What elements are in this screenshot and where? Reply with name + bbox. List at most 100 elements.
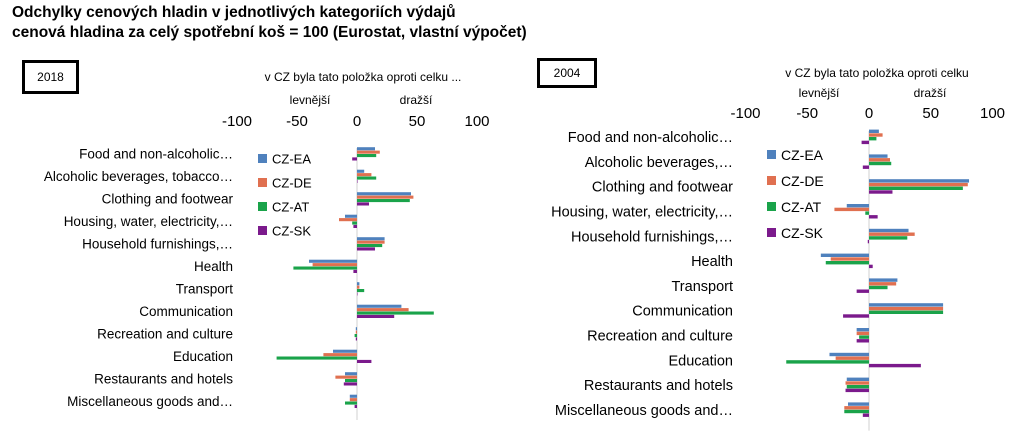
bar-0-7-2 bbox=[357, 311, 434, 315]
bar-0-6-2 bbox=[357, 289, 365, 293]
bar-0-4-0 bbox=[357, 237, 385, 241]
category-label-1-2: Clothing and footwear bbox=[592, 180, 733, 196]
bar-0-5-0 bbox=[309, 259, 357, 263]
bar-0-5-3 bbox=[353, 269, 357, 273]
x-tick-label-0-3: 50 bbox=[409, 113, 426, 130]
bar-0-1-2 bbox=[357, 176, 377, 180]
legend-label-1-0: CZ-EA bbox=[781, 147, 824, 163]
category-label-0-8: Recreation and culture bbox=[97, 327, 233, 342]
bar-1-7-3 bbox=[843, 314, 869, 318]
bar-1-2-1 bbox=[869, 182, 968, 187]
bar-1-4-3 bbox=[867, 239, 869, 244]
legend-swatch-1-3 bbox=[767, 228, 776, 237]
category-label-1-3: Housing, water, electricity,… bbox=[551, 204, 733, 220]
bar-0-10-2 bbox=[345, 379, 357, 383]
bar-1-5-1 bbox=[830, 257, 869, 261]
bar-0-8-3 bbox=[355, 337, 357, 341]
category-label-1-7: Communication bbox=[632, 304, 733, 320]
bar-0-0-3 bbox=[352, 157, 357, 161]
bar-0-8-0 bbox=[355, 327, 357, 331]
bar-1-4-2 bbox=[869, 236, 908, 240]
bar-0-1-1 bbox=[357, 173, 372, 177]
bar-0-7-1 bbox=[357, 308, 409, 312]
bar-1-11-2 bbox=[844, 409, 869, 414]
bar-1-4-0 bbox=[869, 228, 909, 233]
bar-1-6-3 bbox=[856, 289, 869, 293]
legend-swatch-0-3 bbox=[258, 226, 267, 235]
bar-0-2-1 bbox=[357, 195, 414, 199]
bar-0-11-0 bbox=[349, 394, 357, 398]
bar-0-3-2 bbox=[352, 221, 357, 225]
bar-1-3-3 bbox=[869, 215, 878, 219]
bar-1-3-2 bbox=[865, 211, 869, 215]
category-label-0-7: Communication bbox=[139, 304, 233, 319]
bar-0-5-2 bbox=[293, 266, 357, 270]
title-line-2: cenová hladina za celý spotřební koš = 1… bbox=[12, 24, 527, 41]
legend-label-0-1: CZ-DE bbox=[272, 176, 312, 191]
legend-label-1-1: CZ-DE bbox=[781, 173, 824, 189]
left-direction-label-0: levnější bbox=[290, 93, 331, 107]
bar-1-11-3 bbox=[862, 413, 869, 417]
bar-1-6-0 bbox=[869, 278, 898, 282]
chart-subtitle-0: v CZ byla tato položka oproti celku ... bbox=[265, 70, 462, 84]
bar-0-0-2 bbox=[357, 154, 377, 158]
year-label-2004: 2004 bbox=[553, 66, 581, 80]
bar-1-0-1 bbox=[869, 133, 883, 137]
bar-1-11-1 bbox=[844, 406, 869, 410]
category-label-1-4: Household furnishings,… bbox=[571, 229, 733, 245]
bar-0-4-1 bbox=[357, 240, 385, 244]
bar-1-2-3 bbox=[869, 190, 893, 194]
bar-0-9-0 bbox=[333, 349, 357, 353]
bar-0-10-0 bbox=[345, 372, 357, 376]
category-label-1-9: Education bbox=[669, 353, 734, 369]
category-label-0-6: Transport bbox=[176, 282, 234, 297]
bar-1-10-1 bbox=[845, 381, 869, 385]
bar-1-3-1 bbox=[834, 207, 869, 212]
bar-1-6-2 bbox=[869, 285, 888, 290]
bar-0-7-0 bbox=[357, 304, 402, 308]
bar-0-8-1 bbox=[355, 330, 357, 334]
bar-1-11-0 bbox=[848, 402, 869, 406]
category-label-1-11: Miscellaneous goods and… bbox=[555, 403, 733, 419]
legend-label-1-2: CZ-AT bbox=[781, 199, 822, 215]
legend-swatch-1-1 bbox=[767, 176, 776, 185]
bar-1-2-0 bbox=[869, 179, 970, 183]
bar-0-3-0 bbox=[345, 214, 357, 218]
bar-0-3-3 bbox=[353, 224, 357, 228]
category-label-1-6: Transport bbox=[671, 279, 733, 295]
bar-0-11-3 bbox=[354, 404, 357, 408]
bar-0-2-0 bbox=[357, 192, 411, 196]
legend-swatch-0-2 bbox=[258, 202, 267, 211]
category-label-0-9: Education bbox=[173, 349, 233, 364]
left-direction-label-1: levnější bbox=[799, 86, 840, 100]
bar-0-11-1 bbox=[349, 398, 357, 402]
bar-0-11-2 bbox=[345, 401, 357, 405]
bar-1-5-0 bbox=[820, 253, 869, 257]
bar-1-2-2 bbox=[869, 186, 963, 190]
x-tick-label-0-0: -100 bbox=[222, 113, 252, 130]
bar-0-8-2 bbox=[354, 334, 357, 338]
bar-0-9-2 bbox=[276, 356, 357, 360]
bar-1-1-3 bbox=[862, 165, 869, 169]
category-label-0-3: Housing, water, electricity,… bbox=[64, 214, 233, 229]
legend-label-0-3: CZ-SK bbox=[272, 224, 311, 239]
bar-0-2-2 bbox=[357, 199, 410, 203]
bar-1-0-3 bbox=[861, 140, 869, 145]
category-label-1-5: Health bbox=[691, 254, 733, 270]
bar-1-6-1 bbox=[869, 282, 897, 286]
x-tick-label-0-1: -50 bbox=[286, 113, 308, 130]
category-label-0-4: Household furnishings,… bbox=[82, 237, 233, 252]
right-direction-label-1: dražší bbox=[914, 86, 947, 100]
bar-1-9-3 bbox=[869, 363, 921, 368]
bar-1-0-0 bbox=[869, 129, 879, 133]
bar-1-7-2 bbox=[869, 310, 944, 314]
bar-0-7-3 bbox=[357, 314, 395, 318]
legend-swatch-0-0 bbox=[258, 154, 267, 163]
bar-1-5-2 bbox=[825, 261, 869, 265]
bar-1-7-1 bbox=[869, 306, 944, 311]
bar-1-9-0 bbox=[829, 352, 869, 357]
bar-1-1-2 bbox=[869, 161, 892, 166]
category-label-1-1: Alcoholic beverages,… bbox=[585, 155, 733, 171]
bar-1-8-0 bbox=[856, 328, 869, 332]
bar-1-8-1 bbox=[856, 331, 869, 336]
